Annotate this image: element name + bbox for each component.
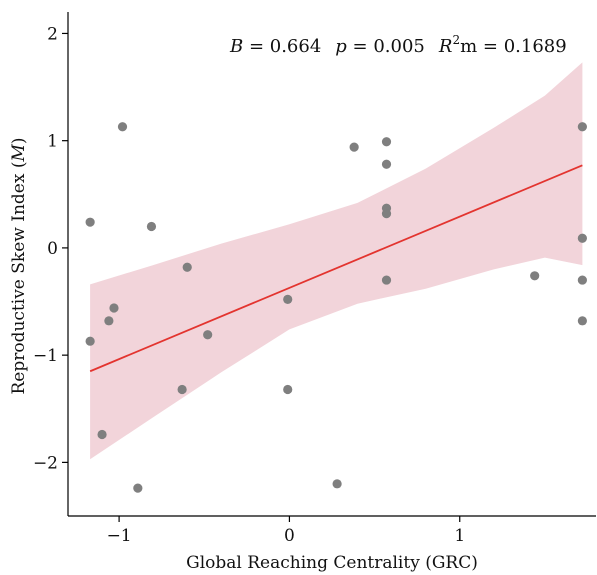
data-point [133,483,143,493]
data-point [97,429,107,440]
data-point [349,142,359,152]
stat-p-value: = 0.005 [347,36,425,57]
data-point [182,262,192,272]
y-tick-label: 2 [47,24,58,44]
regression-line [89,164,583,373]
data-point [381,159,392,169]
data-point [577,233,587,243]
data-point [104,316,114,326]
confidence-band [90,62,583,460]
stat-p-label: p [335,36,347,57]
data-point [177,384,187,395]
y-axis-title: Reproductive Skew Index (M) [9,137,29,394]
data-point [85,336,95,346]
x-tick-label: 0 [284,526,295,546]
data-point [332,479,342,489]
confidence-band-layer [90,62,583,460]
fit-line-layer [89,164,583,373]
y-tick-label: 1 [47,132,58,152]
y-tick-label: −2 [33,453,58,473]
data-point [530,271,540,281]
data-point [85,217,95,227]
data-points-layer [85,122,587,493]
stat-b-label: B [229,36,243,57]
data-point [577,316,587,326]
y-tick-label: −1 [33,346,58,366]
stat-r-label: R [438,36,453,57]
data-point [146,221,157,232]
stat-r-value: m = 0.1689 [460,36,567,57]
y-axis-title-text: Reproductive Skew Index ( [9,162,29,395]
data-point [117,122,128,132]
x-tick-label: −1 [107,526,132,546]
stat-b-value: = 0.664 [243,36,321,57]
data-point [381,209,392,219]
data-point [283,294,293,304]
data-point [577,275,587,285]
y-axis-title-suffix: ) [9,137,29,144]
axes-layer: −1 0 1 −2 −1 0 1 2 [33,12,596,546]
data-point [381,137,392,147]
y-axis-title-italic: M [9,144,29,163]
x-axis-title: Global Reaching Centrality (GRC) [186,553,478,573]
data-point [283,384,293,395]
stat-r-sup: 2 [452,33,460,47]
y-tick-label: 0 [47,239,58,259]
x-tick-label: 1 [454,526,465,546]
data-point [109,303,119,313]
stats-annotation: B = 0.664 p = 0.005 R2m = 0.1689 [229,33,567,57]
data-point [577,122,587,132]
data-point [203,330,213,340]
data-point [381,275,392,285]
